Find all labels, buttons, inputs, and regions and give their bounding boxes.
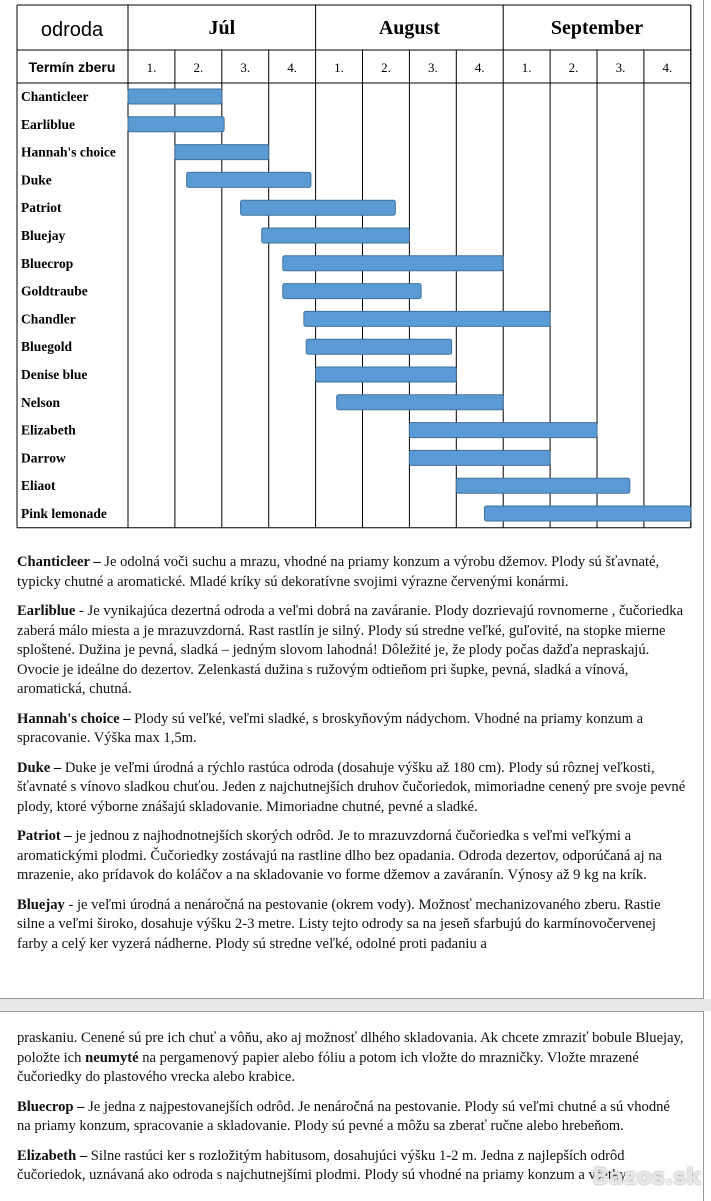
week-label: 3.	[616, 60, 626, 75]
week-label: 2.	[569, 60, 579, 75]
variety-name: Eliaot	[21, 478, 56, 493]
variety-name: Elizabeth	[21, 423, 76, 438]
description-text: praskaniu. Cenené sú pre ich chuť a vôňu…	[17, 1030, 684, 1066]
harvest-bar	[127, 116, 225, 133]
page-one: odroda Termín zberu Júl August September 1. 2.…	[0, 0, 704, 999]
description-text: je jednou z najhodnotnejších skorých odr…	[17, 828, 663, 883]
variety-heading: Bluecrop –	[17, 1098, 85, 1115]
harvest-bar	[315, 366, 457, 383]
paragraph: Chanticleer – Je odolná voči suchu a mra…	[17, 553, 687, 592]
paragraph: Duke – Duke je veľmi úrodná a rýchlo ras…	[17, 759, 687, 818]
paragraph: Elizabeth – Silne rastúci ker s rozložit…	[17, 1147, 687, 1186]
week-label: 1.	[334, 60, 344, 75]
variety-heading: Patriot –	[17, 828, 72, 844]
week-label: 4.	[287, 60, 297, 75]
variety-heading: Bluejay	[17, 896, 65, 913]
descriptions: praskaniu. Cenené sú pre ich chuť a vôňu…	[17, 1029, 687, 1196]
week-label: 1.	[147, 60, 157, 75]
paragraph: Bluecrop – Je jedna z najpestovanejších …	[17, 1098, 687, 1137]
harvest-bar	[127, 88, 223, 105]
paragraph: Bluejay - je veľmi úrodná a nenáročná na…	[17, 896, 687, 955]
description-text: - je veľmi úrodná a nenáročná na pestova…	[17, 896, 661, 952]
variety-name: Patriot	[21, 200, 62, 215]
harvest-bar	[483, 505, 692, 522]
description-text: Je jedna z najpestovanejších odrôd. Je n…	[17, 1098, 670, 1135]
month-label: August	[379, 17, 440, 39]
description-text: Plody sú veľké, veľmi sladké, s broskyňo…	[17, 710, 644, 747]
week-label: 3.	[428, 60, 438, 75]
description-text: Je odolná voči suchu a mrazu, vhodné na …	[17, 554, 660, 590]
harvest-bar	[408, 422, 598, 439]
harvest-bar	[282, 255, 504, 272]
harvest-bar	[305, 338, 453, 355]
paragraph: Patriot – je jednou z najhodnotnejších s…	[17, 827, 687, 886]
watermark: Bazos.sk	[592, 1165, 701, 1190]
harvest-bar	[408, 449, 551, 466]
harvest-bar	[240, 199, 396, 216]
variety-name: Duke	[21, 172, 52, 187]
variety-name: Chandler	[21, 311, 76, 326]
harvest-bar	[303, 310, 551, 327]
header-cell: Termín zberu	[29, 59, 116, 75]
week-label: 4.	[662, 60, 672, 75]
variety-name: Bluejay	[21, 228, 66, 243]
harvest-bar	[455, 477, 631, 494]
variety-heading: Chanticleer –	[17, 554, 101, 570]
month-label: September	[551, 17, 643, 39]
variety-heading: Hannah's choice –	[17, 710, 131, 727]
week-label: 4.	[475, 60, 485, 75]
harvest-bar	[186, 171, 312, 188]
description-text: - Je vynikajúca dezertná odroda a veľmi …	[17, 603, 684, 697]
month-label: Júl	[208, 17, 235, 39]
variety-heading: Earliblue	[17, 603, 76, 619]
paragraph: Hannah's choice – Plody sú veľké, veľmi …	[17, 710, 687, 749]
variety-name: Earliblue	[21, 117, 75, 132]
variety-heading: neumyté	[85, 1049, 139, 1066]
page-gap	[0, 999, 711, 1011]
week-label: 2.	[193, 60, 203, 75]
paragraph: praskaniu. Cenené sú pre ich chuť a vôňu…	[17, 1029, 687, 1088]
variety-name: Goldtraube	[21, 284, 88, 299]
harvest-bar	[282, 283, 422, 300]
variety-heading: Duke –	[17, 759, 62, 776]
harvest-bar	[336, 394, 504, 411]
header-cell: odroda	[41, 19, 104, 41]
descriptions: Chanticleer – Je odolná voči suchu a mra…	[17, 553, 687, 964]
variety-name: Bluegold	[21, 339, 73, 354]
week-label: 2.	[381, 60, 391, 75]
week-label: 3.	[240, 60, 250, 75]
variety-name: Chanticleer	[21, 89, 88, 104]
description-text: Duke je veľmi úrodná a rýchlo rastúca od…	[17, 759, 686, 815]
page-two: praskaniu. Cenené sú pre ich chuť a vôňu…	[0, 1011, 704, 1201]
variety-name: Hannah's choice	[21, 145, 116, 160]
paragraph: Earliblue - Je vynikajúca dezertná odrod…	[17, 602, 687, 700]
variety-heading: Elizabeth –	[17, 1147, 88, 1164]
variety-name: Pink lemonade	[21, 506, 107, 521]
harvest-table: odroda Termín zberu Júl August September 1. 2.…	[16, 4, 692, 529]
harvest-bar	[174, 144, 270, 161]
description-text: na pergamenový papier alebo fóliu a poto…	[17, 1049, 639, 1086]
harvest-bar	[261, 227, 410, 244]
description-text: Silne rastúci ker s rozložitým habitusom…	[17, 1147, 627, 1184]
variety-name: Denise blue	[21, 367, 87, 382]
variety-name: Nelson	[21, 395, 60, 410]
variety-name: Darrow	[21, 450, 66, 465]
week-label: 1.	[522, 60, 532, 75]
variety-name: Bluecrop	[21, 256, 73, 271]
